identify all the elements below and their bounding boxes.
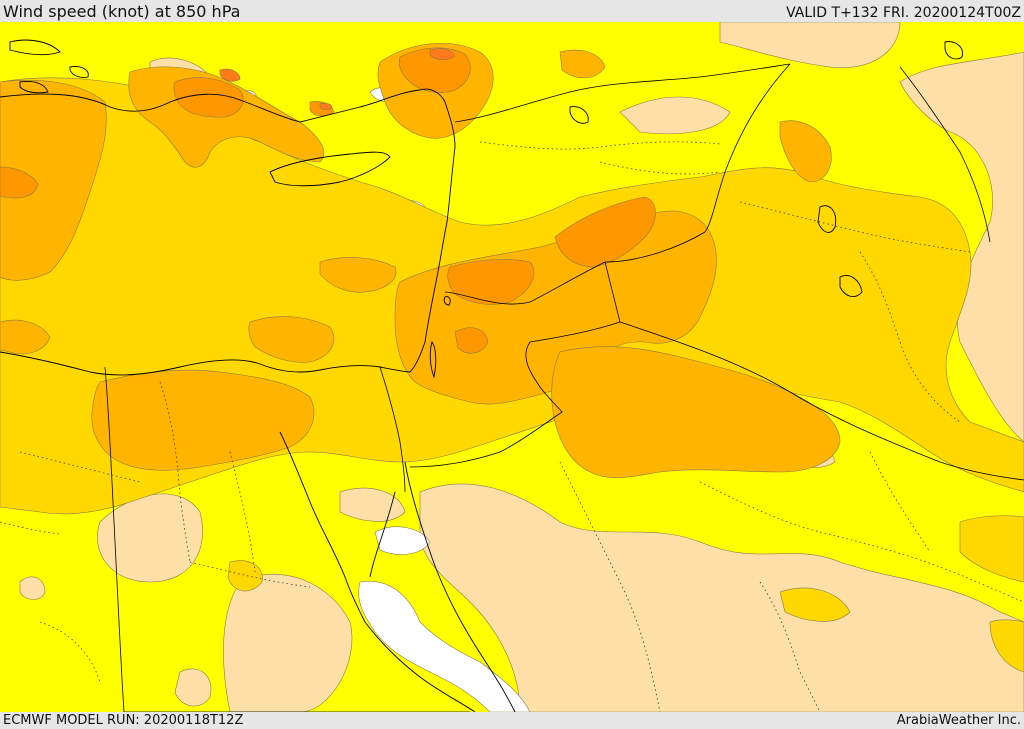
- model-run-label: ECMWF MODEL RUN: 20200118T12Z: [3, 713, 244, 728]
- wind-band-30-35: [219, 48, 456, 111]
- country-borders: [104, 63, 1024, 712]
- admin-boundaries: [0, 141, 1024, 712]
- valid-time: VALID T+132 FRI. 20200124T00Z: [786, 5, 1021, 21]
- credit-label: ArabiaWeather Inc.: [896, 713, 1021, 728]
- weather-map: [0, 22, 1024, 712]
- wind-band-25-30: [0, 47, 656, 354]
- map-title: Wind speed (knot) at 850 hPa: [3, 2, 241, 21]
- header-bar: Wind speed (knot) at 850 hPa VALID T+132…: [0, 0, 1024, 22]
- footer-bar: ECMWF MODEL RUN: 20200118T12Z ArabiaWeat…: [0, 712, 1024, 729]
- coastlines: [0, 39, 963, 712]
